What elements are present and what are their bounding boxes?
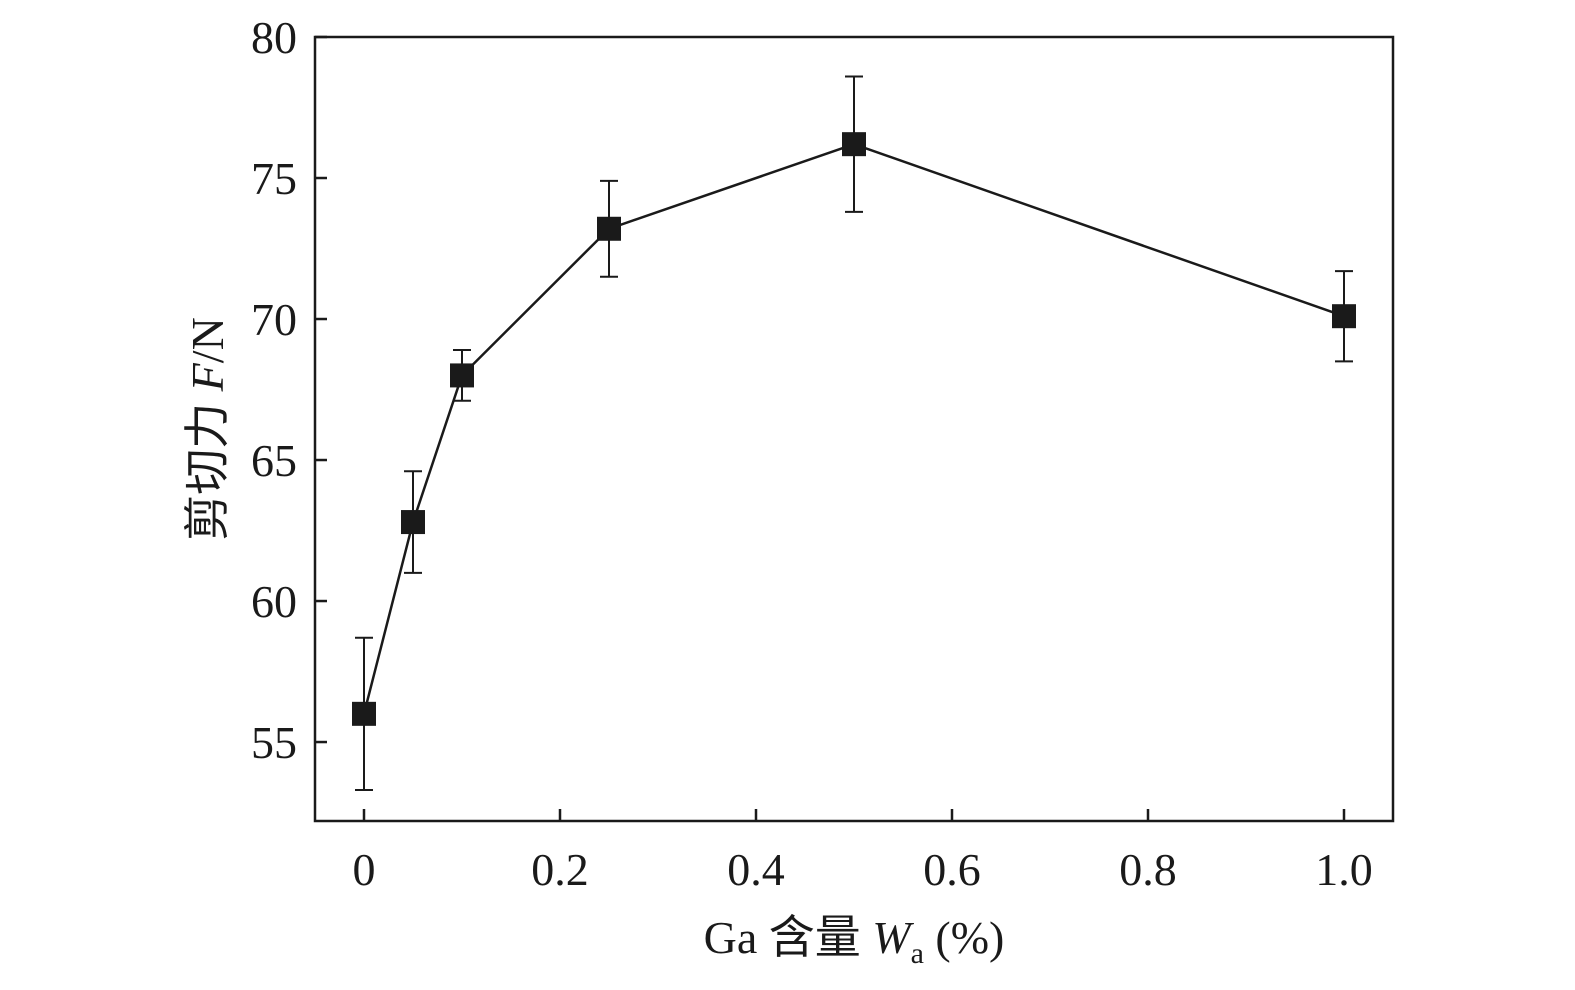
data-point-marker xyxy=(401,510,425,535)
y-tick-label: 55 xyxy=(251,717,297,768)
x-axis-title-suffix: (%) xyxy=(924,912,1004,963)
data-point-marker xyxy=(450,363,474,388)
series-line xyxy=(362,142,1345,715)
x-tick-label: 0.6 xyxy=(923,844,981,895)
data-point-marker xyxy=(1332,304,1356,329)
x-axis-title-symbol: W xyxy=(872,912,914,963)
y-tick-label: 70 xyxy=(251,294,297,345)
x-axis-ticks: 0 0.2 0.4 0.6 0.8 1.0 xyxy=(353,809,1373,895)
y-axis-title-symbol: F xyxy=(182,362,233,392)
y-tick-label: 80 xyxy=(251,12,297,63)
data-point-marker xyxy=(597,216,621,241)
y-axis-title: 剪切力 F/N xyxy=(182,317,233,541)
x-tick-label: 1.0 xyxy=(1315,844,1373,895)
x-axis-title: Ga 含量 Wa (%) xyxy=(704,912,1005,970)
y-tick-label: 60 xyxy=(251,576,297,627)
y-axis-title-suffix: /N xyxy=(182,317,233,363)
plot-frame xyxy=(313,35,1395,823)
y-axis-title-prefix: 剪切力 xyxy=(182,391,233,541)
x-tick-label: 0.8 xyxy=(1119,844,1177,895)
y-tick-label: 75 xyxy=(251,153,297,204)
x-tick-label: 0.4 xyxy=(727,844,785,895)
x-tick-label: 0.2 xyxy=(531,844,589,895)
data-point-marker xyxy=(842,132,866,157)
x-tick-label: 0 xyxy=(353,844,376,895)
data-point-marker xyxy=(352,701,376,726)
y-tick-label: 65 xyxy=(251,435,297,486)
data-series xyxy=(352,75,1356,791)
y-axis-ticks: 55 60 65 70 75 80 xyxy=(251,12,327,768)
x-axis-title-prefix: Ga 含量 xyxy=(704,912,873,963)
x-axis-title-subscript: a xyxy=(911,937,924,970)
